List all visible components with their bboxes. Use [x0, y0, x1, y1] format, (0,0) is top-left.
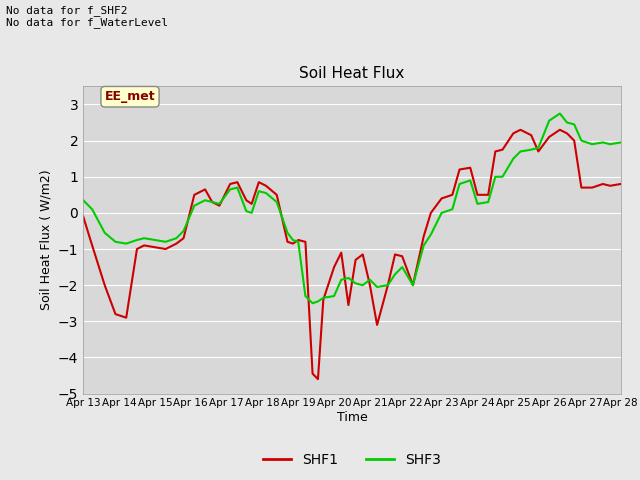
Title: Soil Heat Flux: Soil Heat Flux	[300, 66, 404, 81]
SHF1	[456, 167, 463, 172]
SHF3	[337, 277, 345, 283]
Y-axis label: Soil Heat Flux ( W/m2): Soil Heat Flux ( W/m2)	[39, 170, 52, 310]
SHF1	[617, 181, 625, 187]
SHF3	[606, 141, 614, 147]
Line: SHF1: SHF1	[83, 130, 621, 379]
Line: SHF3: SHF3	[83, 113, 621, 303]
SHF1	[337, 250, 345, 255]
SHF1	[255, 180, 262, 185]
SHF1	[516, 127, 524, 132]
X-axis label: Time: Time	[337, 411, 367, 424]
SHF1	[606, 183, 614, 189]
Text: EE_met: EE_met	[105, 90, 156, 103]
SHF1	[243, 197, 250, 203]
SHF3	[456, 181, 463, 187]
SHF3	[556, 110, 564, 116]
SHF1	[352, 257, 360, 263]
SHF1	[314, 376, 322, 382]
Legend: SHF1, SHF3: SHF1, SHF3	[258, 447, 446, 473]
Text: No data for f_SHF2
No data for f_WaterLevel: No data for f_SHF2 No data for f_WaterLe…	[6, 5, 168, 28]
SHF3	[308, 300, 316, 306]
SHF3	[352, 280, 360, 286]
SHF1	[79, 214, 87, 219]
SHF3	[79, 197, 87, 203]
SHF3	[255, 188, 262, 194]
SHF3	[617, 140, 625, 145]
SHF3	[243, 208, 250, 214]
